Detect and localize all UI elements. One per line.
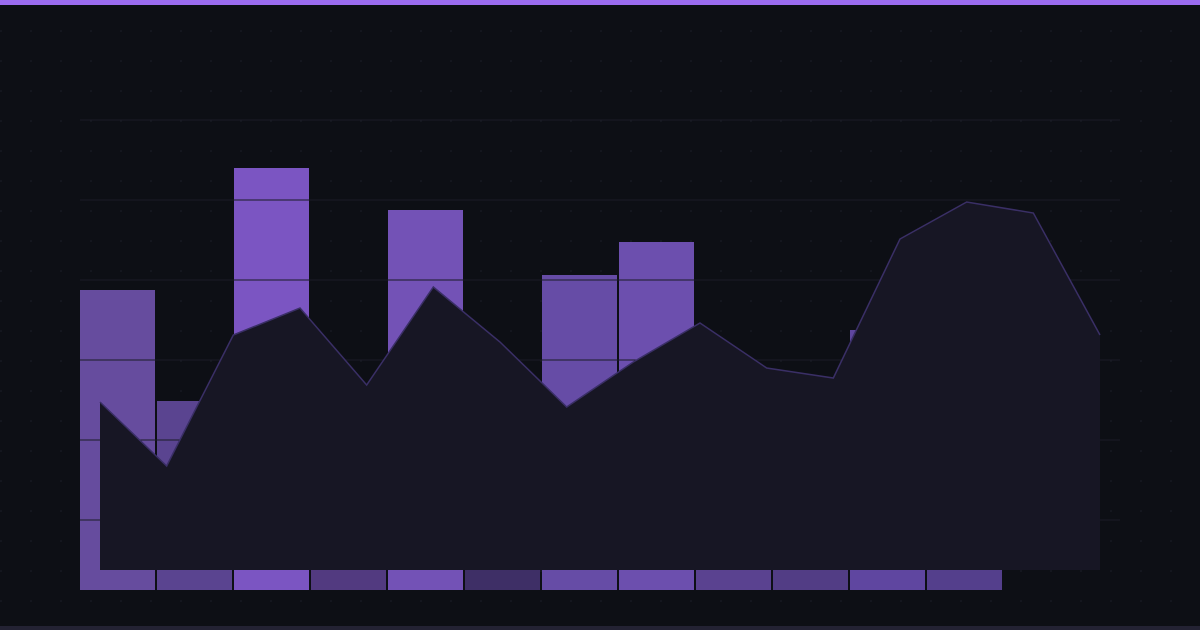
top-accent <box>0 0 1200 5</box>
area-line <box>99 201 1101 468</box>
area <box>100 202 1100 570</box>
bottom-border <box>0 626 1200 630</box>
plot <box>80 119 1120 590</box>
